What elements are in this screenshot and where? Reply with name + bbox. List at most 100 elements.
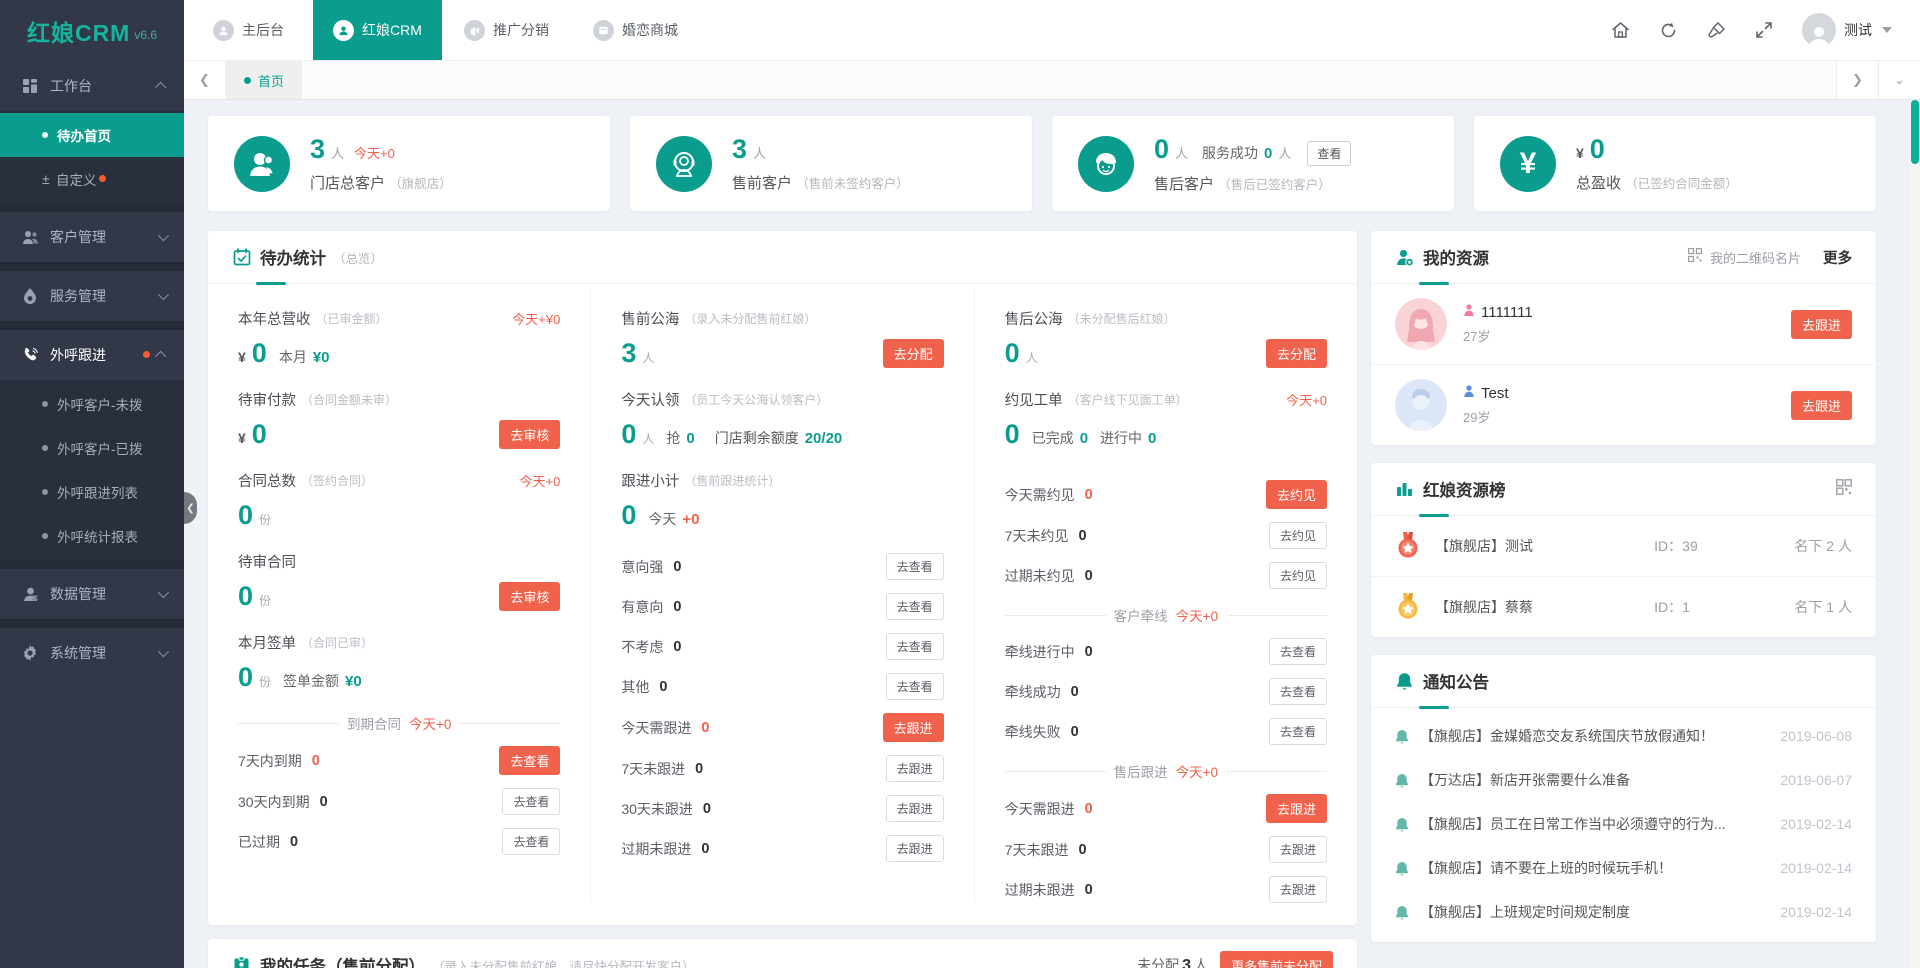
go-follow-button[interactable]: 去跟进 xyxy=(1268,876,1327,903)
go-view-button[interactable]: 去查看 xyxy=(1268,678,1327,705)
sidebar-item-system-mgmt[interactable]: 系统管理 xyxy=(0,628,184,678)
stat-card-presale-customers[interactable]: 3 人 售前客户 （售前未签约客户） xyxy=(630,116,1032,211)
notice-item[interactable]: 【旗舰店】请不要在上班的时候玩手机！ 2019-02-14 xyxy=(1371,846,1876,890)
more-link[interactable]: 更多 xyxy=(1823,250,1852,267)
stat-card-aftersale-customers[interactable]: 0 人 服务成功 0 人 查看 售后客户 （售后已签约客户） xyxy=(1052,116,1454,211)
stat-row: 过期未跟进 0 去跟进 xyxy=(621,835,944,862)
todo-column-presale: 售前公海 （录入未分配售前红娘） 3 人 去分配 今天认领 xyxy=(590,288,973,903)
go-assign-button[interactable]: 去分配 xyxy=(1265,339,1327,368)
go-meet-button[interactable]: 去约见 xyxy=(1265,480,1327,509)
go-follow-button[interactable]: 去跟进 xyxy=(1268,836,1327,863)
todo-stats-panel: 待办统计 （总览） 本年总营收 （已审金额） 今天+¥0 xyxy=(208,231,1357,925)
sidebar-item-outcall-done[interactable]: 外呼客户-已拨 xyxy=(0,426,184,470)
section-today-delta: 今天+0 xyxy=(1286,393,1327,408)
sidebar-item-customer-mgmt[interactable]: 客户管理 xyxy=(0,212,184,262)
go-meet-button[interactable]: 去约见 xyxy=(1268,522,1327,549)
sidebar-item-outcall-followlist[interactable]: 外呼跟进列表 xyxy=(0,470,184,514)
sidebar-item-outcall[interactable]: 外呼跟进 xyxy=(0,330,184,380)
tab-active-dot-icon xyxy=(244,76,251,84)
matchmaker-ranking-panel: 红娘资源榜 【旗舰店】测试 ID：39 名下 2 人 xyxy=(1371,463,1876,637)
more-unassigned-button[interactable]: 更多售前未分配 xyxy=(1219,950,1333,968)
go-view-button[interactable]: 去查看 xyxy=(885,633,944,660)
stat-mid-unit: 人 xyxy=(1278,145,1292,161)
go-view-button[interactable]: 去查看 xyxy=(499,746,561,775)
nav-tab-promotion[interactable]: 推广分销 xyxy=(442,0,571,60)
fullscreen-icon[interactable] xyxy=(1754,20,1774,40)
go-follow-button[interactable]: 去跟进 xyxy=(885,755,944,782)
section-title: 约见工单 xyxy=(1004,393,1063,409)
workbench-icon xyxy=(20,77,40,95)
go-review-button[interactable]: 去审核 xyxy=(499,420,561,449)
tabs-menu-button[interactable]: ⌄ xyxy=(1878,61,1920,99)
notice-item[interactable]: 【万达店】新店开张需要什么准备 2019-06-07 xyxy=(1371,758,1876,802)
qr-grid-icon[interactable] xyxy=(1836,478,1852,500)
qr-card-label[interactable]: 我的二维码名片 xyxy=(1709,250,1801,266)
section-value: 0 xyxy=(1004,338,1020,368)
notice-item[interactable]: 【旗舰店】员工在日常工作当中必须遵守的行为... 2019-02-14 xyxy=(1371,802,1876,846)
section-title: 今天认领 xyxy=(621,393,680,409)
sidebar-item-outcall-report[interactable]: 外呼统计报表 xyxy=(0,514,184,558)
mall-icon xyxy=(593,19,614,41)
bar-chart-icon xyxy=(1395,480,1414,499)
tab-home[interactable]: 首页 xyxy=(226,61,303,99)
resources-header-right: 我的二维码名片 更多 xyxy=(1687,247,1852,268)
section-value: 0 xyxy=(1004,419,1020,449)
page-scrollbar[interactable] xyxy=(1910,100,1920,968)
qr-card-icon[interactable] xyxy=(1687,247,1703,267)
clear-cache-brush-icon[interactable] xyxy=(1706,20,1726,40)
stat-card-revenue[interactable]: ¥ ¥ 0 总盈收 （已签约合同金额） xyxy=(1474,116,1876,211)
user-menu[interactable]: 测试 xyxy=(1802,13,1892,47)
orange-dot-badge xyxy=(143,350,150,358)
done-label: 已完成 xyxy=(1031,430,1074,446)
go-follow-button[interactable]: 去跟进 xyxy=(1265,794,1327,823)
stat-card-total-customers[interactable]: 3 人 今天+0 门店总客户 （旗舰店） xyxy=(208,116,610,211)
go-follow-button[interactable]: 去跟进 xyxy=(882,713,944,742)
resource-list-item[interactable]: Test 29岁 去跟进 xyxy=(1371,364,1876,445)
sidebar-item-label: 外呼客户-已拨 xyxy=(57,442,143,457)
refresh-icon[interactable] xyxy=(1658,20,1678,40)
go-follow-button[interactable]: 去跟进 xyxy=(1790,390,1852,420)
go-assign-button[interactable]: 去分配 xyxy=(882,339,944,368)
notice-item[interactable]: 【旗舰店】上班规定时间规定制度 2019-02-14 xyxy=(1371,890,1876,934)
stat-value: 0 xyxy=(1154,133,1170,164)
sidebar-item-outcall-pending[interactable]: 外呼客户-未拨 xyxy=(0,382,184,426)
sidebar-item-service-mgmt[interactable]: 服务管理 xyxy=(0,271,184,321)
section-value: 0 xyxy=(621,419,637,449)
sidebar-item-todo-home[interactable]: 待办首页 xyxy=(0,113,184,157)
nav-tab-mall[interactable]: 婚恋商城 xyxy=(571,0,700,60)
go-view-button[interactable]: 去查看 xyxy=(885,673,944,700)
section-extra-value: ¥0 xyxy=(312,349,330,366)
sidebar-item-workbench[interactable]: 工作台 xyxy=(0,61,184,111)
go-review-button[interactable]: 去审核 xyxy=(499,582,561,611)
sidebar-item-data-mgmt[interactable]: 数据管理 xyxy=(0,569,184,619)
stat-row: 7天未跟进 0 去跟进 xyxy=(1005,836,1327,863)
home-icon[interactable] xyxy=(1610,20,1630,40)
row-label: 过期未跟进 xyxy=(621,840,692,857)
nav-tab-crm[interactable]: 红娘CRM xyxy=(313,0,442,60)
sidebar-collapse-handle[interactable]: ❮ xyxy=(184,492,197,524)
ranking-row[interactable]: 【旗舰店】蔡蔡 ID：1 名下 1 人 xyxy=(1371,576,1876,637)
go-view-button[interactable]: 去查看 xyxy=(885,553,944,580)
phone-icon xyxy=(20,346,40,364)
go-view-button[interactable]: 去查看 xyxy=(885,593,944,620)
ranking-row[interactable]: 【旗舰店】测试 ID：39 名下 2 人 xyxy=(1371,516,1876,576)
tabstrip-spacer xyxy=(302,61,1836,99)
go-view-button[interactable]: 去查看 xyxy=(1268,718,1327,745)
view-button[interactable]: 查看 xyxy=(1307,140,1352,166)
go-view-button[interactable]: 去查看 xyxy=(1268,638,1327,665)
go-meet-button[interactable]: 去约见 xyxy=(1268,562,1327,589)
tabs-scroll-left-button[interactable]: ❮ xyxy=(184,61,226,99)
go-view-button[interactable]: 去查看 xyxy=(502,828,561,855)
outcall-submenu: 外呼客户-未拨 外呼客户-已拨 外呼跟进列表 外呼统计报表 xyxy=(0,380,184,560)
sidebar-item-custom[interactable]: ± 自定义 xyxy=(0,157,184,201)
scrollbar-thumb[interactable] xyxy=(1911,100,1919,164)
go-view-button[interactable]: 去查看 xyxy=(502,788,561,815)
bullet-icon xyxy=(42,445,48,451)
go-follow-button[interactable]: 去跟进 xyxy=(1790,309,1852,339)
notice-item[interactable]: 【旗舰店】金媒婚恋交友系统国庆节放假通知！ 2019-06-08 xyxy=(1371,714,1876,758)
resource-list-item[interactable]: 1111111 27岁 去跟进 xyxy=(1371,284,1876,364)
go-follow-button[interactable]: 去跟进 xyxy=(885,835,944,862)
go-follow-button[interactable]: 去跟进 xyxy=(885,795,944,822)
nav-tab-backend[interactable]: 主后台 xyxy=(184,0,313,60)
tabs-scroll-right-button[interactable]: ❯ xyxy=(1836,61,1878,99)
